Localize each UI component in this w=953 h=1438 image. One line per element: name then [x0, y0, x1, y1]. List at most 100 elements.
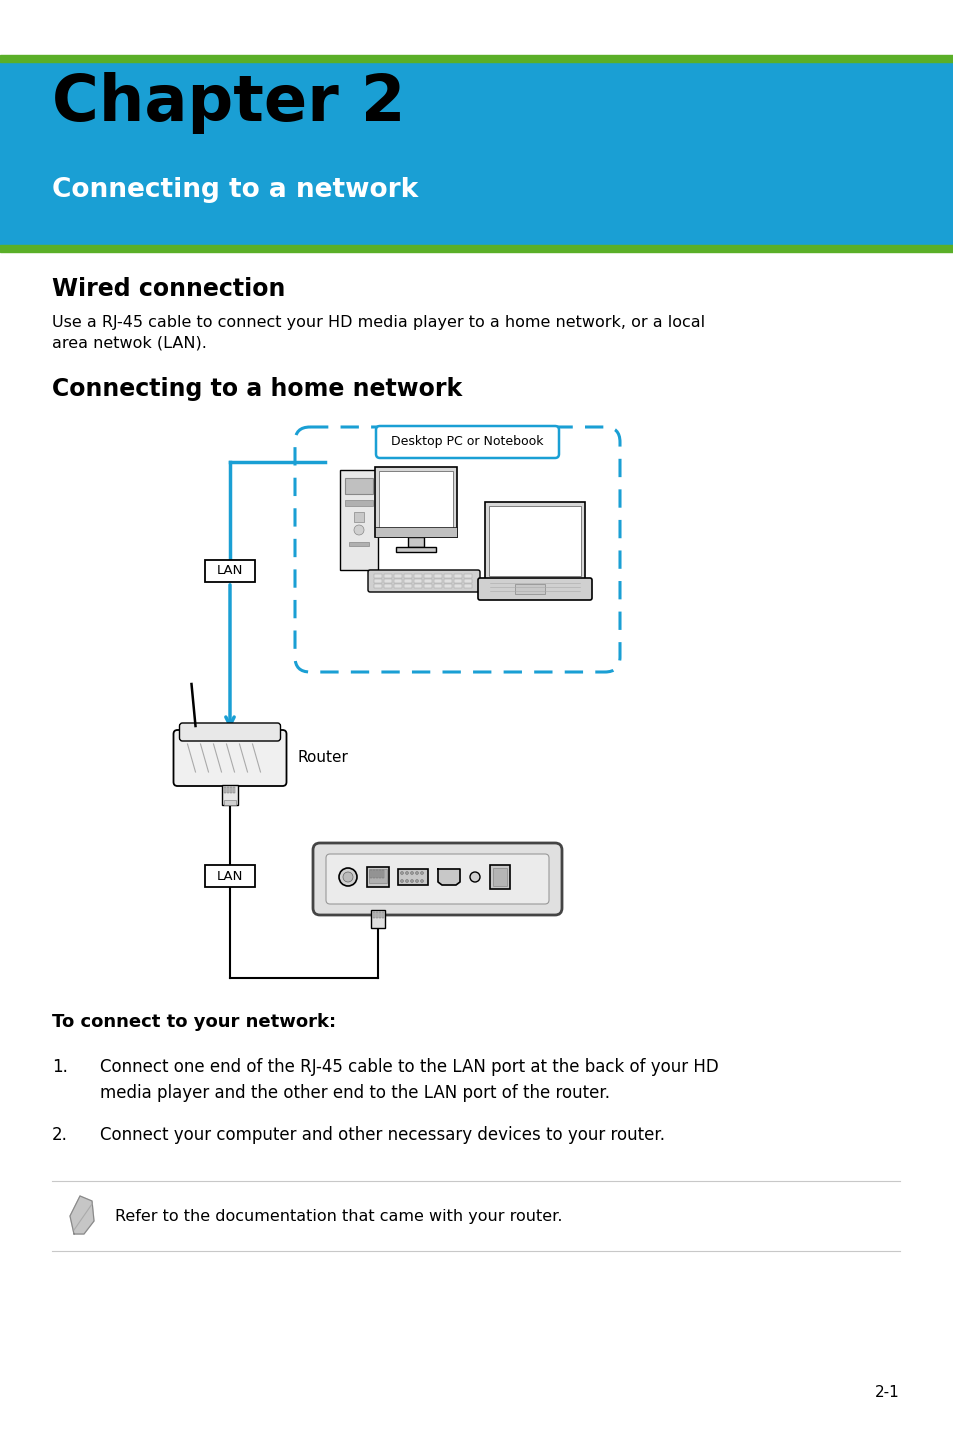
Bar — [381, 912, 384, 917]
Bar — [375, 870, 377, 879]
Bar — [397, 869, 428, 884]
Bar — [423, 584, 432, 588]
Bar — [443, 574, 452, 578]
Bar — [414, 574, 421, 578]
Bar — [345, 477, 373, 495]
Bar — [367, 867, 389, 887]
Bar — [339, 470, 377, 569]
Bar — [354, 512, 364, 522]
Bar — [374, 584, 381, 588]
Text: Router: Router — [297, 751, 348, 765]
Bar — [493, 869, 506, 886]
Bar — [384, 580, 392, 582]
Bar — [454, 584, 461, 588]
Bar — [371, 910, 385, 928]
Polygon shape — [70, 1196, 94, 1234]
Bar — [423, 580, 432, 582]
Text: 1.: 1. — [52, 1058, 68, 1076]
Circle shape — [420, 880, 423, 883]
Text: Wired connection: Wired connection — [52, 278, 285, 301]
Text: Use a RJ-45 cable to connect your HD media player to a home network, or a local
: Use a RJ-45 cable to connect your HD med… — [52, 315, 704, 351]
Bar — [463, 580, 472, 582]
Text: LAN: LAN — [216, 870, 243, 883]
Bar — [463, 584, 472, 588]
Bar — [0, 55, 953, 62]
Bar — [224, 800, 235, 805]
Circle shape — [416, 880, 418, 883]
Bar — [489, 506, 580, 577]
Bar — [227, 787, 229, 792]
Bar — [375, 526, 456, 536]
FancyBboxPatch shape — [326, 854, 548, 905]
Bar — [490, 866, 510, 889]
Bar — [378, 472, 453, 529]
Bar — [434, 574, 441, 578]
Circle shape — [470, 871, 479, 881]
Bar — [375, 912, 377, 917]
Text: LAN: LAN — [216, 565, 243, 578]
Bar — [403, 574, 412, 578]
Bar — [205, 559, 254, 582]
Bar — [384, 584, 392, 588]
Text: Refer to the documentation that came with your router.: Refer to the documentation that came wit… — [115, 1208, 562, 1224]
Text: Desktop PC or Notebook: Desktop PC or Notebook — [391, 436, 543, 449]
Circle shape — [416, 871, 418, 874]
Circle shape — [420, 871, 423, 874]
Bar — [373, 870, 375, 879]
Bar — [378, 912, 380, 917]
Circle shape — [400, 871, 403, 874]
Bar — [454, 580, 461, 582]
Bar — [349, 542, 369, 546]
Bar — [423, 574, 432, 578]
Bar — [443, 584, 452, 588]
Bar — [394, 574, 401, 578]
FancyBboxPatch shape — [179, 723, 280, 741]
Circle shape — [354, 525, 364, 535]
Bar — [434, 580, 441, 582]
Circle shape — [343, 871, 353, 881]
Bar — [454, 574, 461, 578]
Bar — [434, 584, 441, 588]
Circle shape — [405, 871, 408, 874]
Circle shape — [410, 880, 413, 883]
Bar — [414, 584, 421, 588]
FancyBboxPatch shape — [368, 569, 479, 592]
Bar — [0, 62, 953, 244]
Circle shape — [400, 880, 403, 883]
Bar — [233, 787, 234, 792]
Text: 2.: 2. — [52, 1126, 68, 1145]
Polygon shape — [437, 869, 459, 884]
Bar — [395, 546, 436, 552]
Bar — [408, 536, 423, 546]
Bar — [224, 787, 226, 792]
Text: To connect to your network:: To connect to your network: — [52, 1012, 335, 1031]
Text: Chapter 2: Chapter 2 — [52, 72, 405, 134]
Bar — [230, 787, 232, 792]
Text: 2-1: 2-1 — [874, 1385, 899, 1401]
Bar — [484, 502, 584, 580]
Bar — [345, 500, 373, 506]
Circle shape — [405, 880, 408, 883]
Text: Connecting to a home network: Connecting to a home network — [52, 377, 462, 401]
Bar — [0, 244, 953, 252]
Bar — [370, 870, 372, 879]
Bar — [369, 869, 387, 883]
Bar — [374, 574, 381, 578]
Bar — [222, 785, 237, 805]
Bar — [443, 580, 452, 582]
Bar — [463, 574, 472, 578]
Bar — [384, 574, 392, 578]
Bar — [378, 870, 380, 879]
Bar — [374, 580, 381, 582]
Bar — [375, 467, 456, 536]
Circle shape — [410, 871, 413, 874]
Bar — [394, 584, 401, 588]
Bar — [205, 866, 254, 887]
Bar — [403, 580, 412, 582]
Bar — [515, 584, 544, 594]
FancyBboxPatch shape — [477, 578, 592, 600]
Bar — [414, 580, 421, 582]
Text: Connect your computer and other necessary devices to your router.: Connect your computer and other necessar… — [100, 1126, 664, 1145]
Text: Connecting to a network: Connecting to a network — [52, 177, 417, 203]
Bar — [381, 870, 384, 879]
